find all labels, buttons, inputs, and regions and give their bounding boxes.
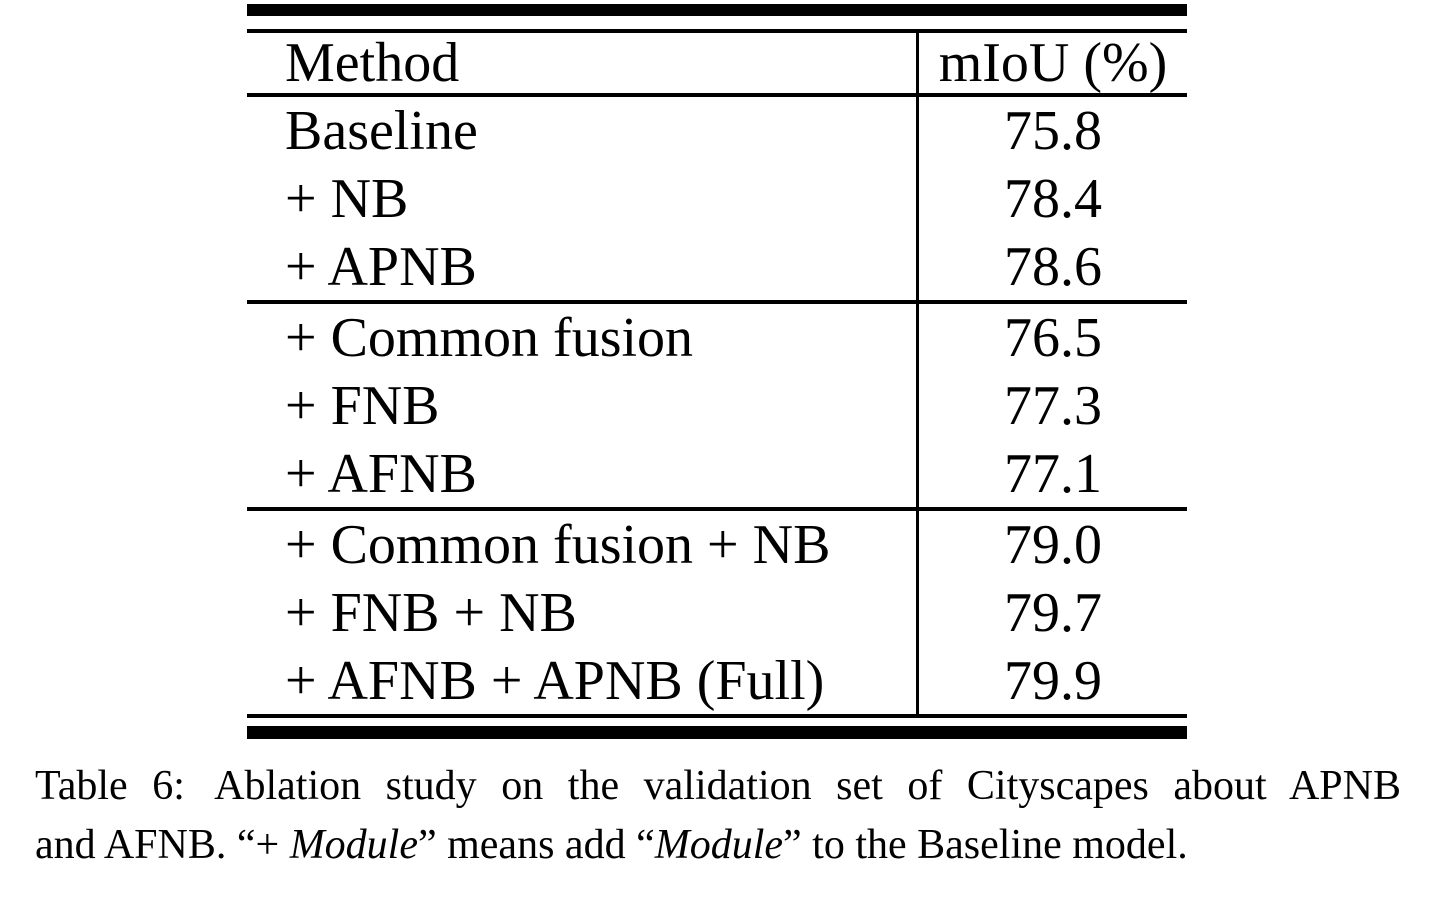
method-cell: + FNB + NB [247, 578, 919, 647]
table-row: + FNB 77.3 [247, 371, 1187, 440]
table-row: + APNB 78.6 [247, 233, 1187, 302]
table-group-1: Baseline 75.8 + NB 78.4 + APNB 78.6 [247, 95, 1187, 302]
miou-cell: 79.9 [1004, 649, 1102, 712]
col-header-miou: mIoU (%) [938, 32, 1168, 94]
caption-italic-segment: Module [289, 822, 418, 868]
caption-italic-segment: Module [654, 822, 784, 868]
table-row: + NB 78.4 [247, 164, 1187, 233]
table-row: + Common fusion 76.5 [247, 302, 1187, 371]
miou-cell: 79.0 [1004, 513, 1102, 576]
table-row: + AFNB 77.1 [247, 440, 1187, 509]
method-cell: + Common fusion [247, 302, 919, 371]
table-group-2: + Common fusion 76.5 + FNB 77.3 + AFNB 77.1 [247, 302, 1187, 509]
miou-cell: 75.8 [1004, 99, 1102, 162]
method-cell: + Common fusion + NB [247, 509, 919, 578]
table-top-rule [247, 4, 1187, 16]
table-row: + AFNB + APNB (Full) 79.9 [247, 647, 1187, 716]
table-bottom-rule [247, 726, 1187, 739]
caption-text-segment: Ablation study on the validation set of … [191, 763, 1401, 809]
results-table-block: Method mIoU (%) Baseline 75.8 + NB 78.4 + AP… [247, 4, 1187, 739]
miou-cell: 77.3 [1004, 374, 1102, 437]
col-header-method: Method [247, 31, 919, 95]
caption-text-segment: ” means add “ [417, 822, 655, 868]
method-cell: Baseline [247, 95, 919, 164]
miou-cell: 77.1 [1004, 442, 1102, 505]
table-header-row: Method mIoU (%) [247, 31, 1187, 95]
table-group-3: + Common fusion + NB 79.0 + FNB + NB 79.7 + … [247, 509, 1187, 716]
miou-cell: 78.4 [1004, 167, 1102, 230]
caption-line-1: Table 6: Ablation study on the validatio… [35, 757, 1401, 816]
method-cell: + AFNB [247, 440, 919, 509]
table-row: + Common fusion + NB 79.0 [247, 509, 1187, 578]
miou-cell: 76.5 [1004, 306, 1102, 369]
table-row: Baseline 75.8 [247, 95, 1187, 164]
miou-cell: 79.7 [1004, 581, 1102, 644]
table-row: + FNB + NB 79.7 [247, 578, 1187, 647]
caption-text-segment: ” to the Baseline model. [783, 822, 1188, 868]
caption-line-2: and AFNB. “+ Module” means add “Module” … [35, 816, 1401, 875]
table-caption: Table 6: Ablation study on the validatio… [35, 757, 1401, 875]
method-cell: + NB [247, 164, 919, 233]
table-head: Method mIoU (%) [247, 31, 1187, 95]
method-cell: + AFNB + APNB (Full) [247, 647, 919, 716]
caption-text-segment: Table 6: [35, 763, 185, 809]
miou-cell: 78.6 [1004, 235, 1102, 298]
method-cell: + APNB [247, 233, 919, 302]
ablation-table: Method mIoU (%) Baseline 75.8 + NB 78.4 + AP… [247, 29, 1187, 718]
method-cell: + FNB [247, 371, 919, 440]
caption-text-segment: and AFNB. “+ [35, 822, 290, 868]
